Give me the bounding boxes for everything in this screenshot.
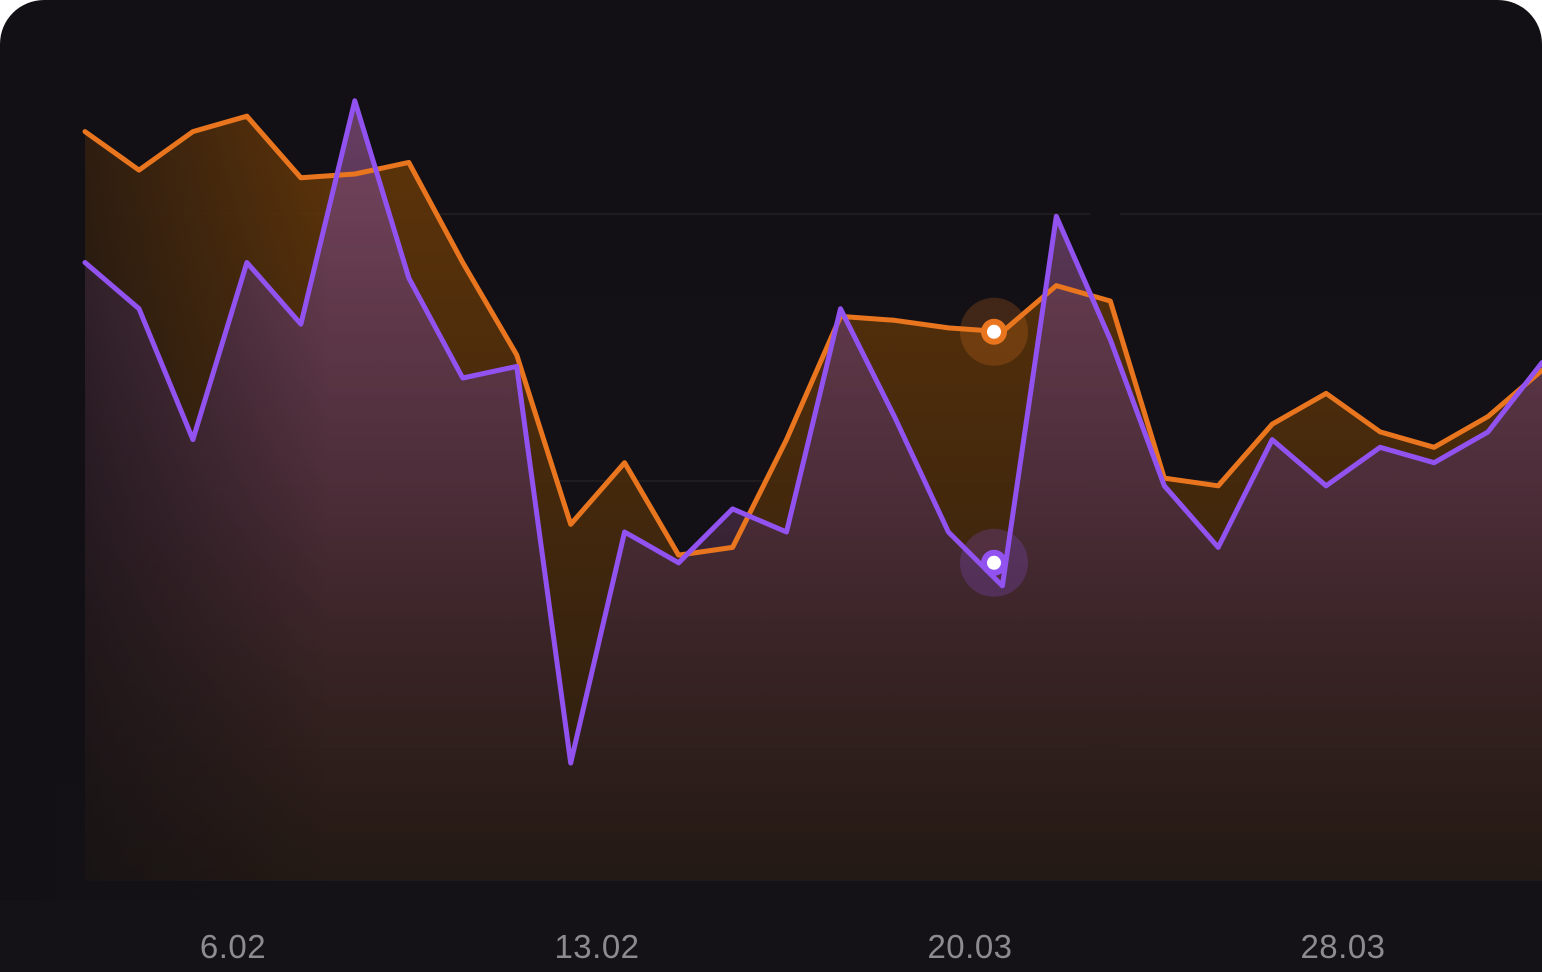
hover-cursor[interactable] <box>960 145 1028 820</box>
series-lines <box>82 98 1542 766</box>
cursor-dot-purple[interactable] <box>987 555 1001 570</box>
x-tick-label: 13.02 <box>554 928 639 965</box>
x-tick-label: 28.03 <box>1300 928 1385 965</box>
cursor-dot-orange[interactable] <box>987 324 1001 339</box>
line-series-orange <box>82 113 1542 558</box>
x-axis-ticks: 6.02 13.02 20.03 28.03 <box>200 928 1385 965</box>
area-series-purple <box>85 100 1542 881</box>
series-areas <box>85 100 1542 881</box>
left-edge-fade <box>0 60 330 900</box>
line-series-purple <box>82 98 1542 766</box>
x-tick-label: 20.03 <box>927 928 1012 965</box>
x-tick-label: 6.02 <box>200 928 266 965</box>
